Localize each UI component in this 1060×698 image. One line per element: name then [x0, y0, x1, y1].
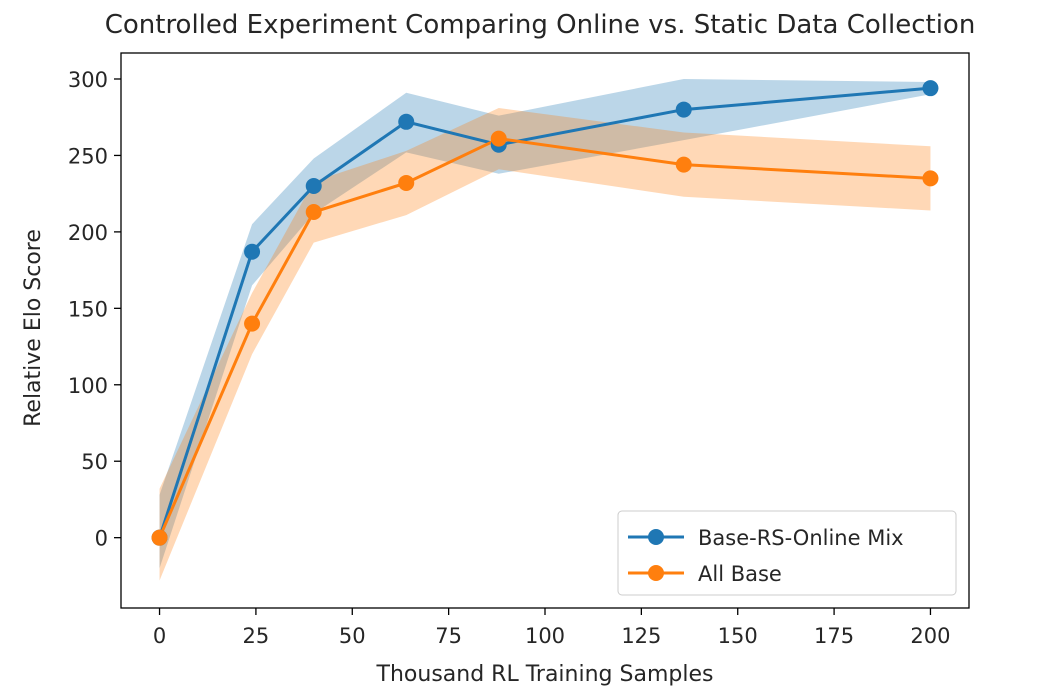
- x-axis: 0 25 50 75 100 125 150 175 200: [153, 608, 951, 648]
- legend: Base-RS-Online Mix All Base: [617, 510, 957, 596]
- y-axis: 0 50 100 150 200 250 300: [68, 68, 121, 551]
- data-point-series-1-2: [305, 204, 322, 221]
- legend-box: [617, 510, 957, 596]
- chart-title: Controlled Experiment Comparing Online v…: [105, 10, 976, 40]
- data-point-series-0-3: [398, 113, 415, 130]
- x-tick-label: 75: [435, 624, 462, 648]
- y-tick-label: 100: [68, 374, 108, 398]
- y-tick-label: 200: [68, 221, 108, 245]
- x-tick-label: 125: [621, 624, 661, 648]
- data-point-series-1-0: [151, 529, 168, 546]
- x-tick-label: 200: [910, 624, 950, 648]
- x-axis-label: Thousand RL Training Samples: [376, 662, 714, 687]
- legend-label-series-1: All Base: [698, 562, 782, 586]
- data-point-series-0-5: [675, 101, 692, 118]
- series-points: [151, 80, 939, 546]
- y-axis-label: Relative Elo Score: [21, 229, 46, 427]
- confidence-bands: [159, 78, 931, 581]
- data-point-series-0-2: [305, 178, 322, 195]
- data-point-series-1-5: [675, 156, 692, 173]
- y-tick-label: 50: [81, 450, 108, 474]
- x-tick-label: 100: [525, 624, 565, 648]
- y-tick-label: 300: [68, 68, 108, 92]
- x-tick-label: 50: [339, 624, 366, 648]
- x-tick-label: 175: [814, 624, 854, 648]
- data-point-series-0-6: [922, 80, 939, 97]
- y-tick-label: 0: [95, 527, 108, 551]
- data-point-series-1-1: [244, 315, 261, 332]
- data-point-series-1-6: [922, 170, 939, 187]
- data-point-series-1-3: [398, 174, 415, 191]
- legend-label-series-0: Base-RS-Online Mix: [698, 526, 904, 550]
- legend-marker-series-1: [648, 565, 664, 581]
- confidence-band-series-1: [159, 108, 931, 581]
- data-point-series-0-1: [244, 243, 261, 260]
- data-point-series-1-4: [490, 130, 507, 147]
- legend-marker-series-0: [648, 529, 664, 545]
- y-tick-label: 250: [68, 144, 108, 168]
- y-tick-label: 150: [68, 297, 108, 321]
- x-tick-label: 0: [153, 624, 166, 648]
- x-tick-label: 150: [718, 624, 758, 648]
- x-tick-label: 25: [243, 624, 270, 648]
